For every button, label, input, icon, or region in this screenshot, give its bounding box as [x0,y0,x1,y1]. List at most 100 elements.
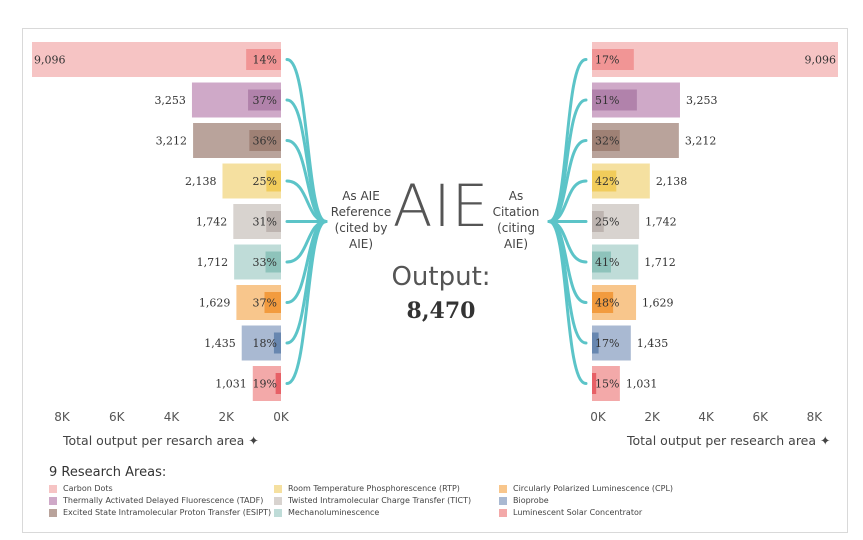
legend-title: 9 Research Areas: [49,465,167,480]
left-tick-label: 0K [273,410,290,424]
left-percent-bar [266,211,281,232]
right-value-label: 1,742 [645,216,677,229]
right-percent-label: 32% [595,135,619,148]
left-percent-bar [248,89,281,111]
left-value-label: 2,138 [185,175,217,188]
right-value-label: 9,096 [805,54,837,67]
citation-label-line: AIE) [503,237,528,251]
legend-label: Excited State Intramolecular Proton Tran… [63,508,272,517]
left-percent-label: 14% [253,54,277,67]
right-value-label: 3,212 [685,135,717,148]
right-value-label: 1,712 [644,256,676,269]
legend-label: Luminescent Solar Concentrator [513,508,643,517]
left-value-label: 9,096 [34,54,66,67]
right-tick-label: 8K [807,410,824,424]
citation-label-line: As [508,189,524,203]
left-value-label: 1,629 [199,297,231,310]
left-tick-label: 4K [164,410,181,424]
left-percent-bar [249,130,281,151]
left-value-label: 3,253 [154,94,186,107]
legend-item: Bioprobe [499,496,759,505]
reference-label-line: Reference [330,205,392,219]
legend-swatch [49,508,57,517]
citation-label-line: (citing [497,221,535,235]
reference-label-line: (cited by [334,221,388,235]
legend-swatch [499,496,507,505]
right-percent-label: 51% [595,94,619,107]
left-percent-bar [264,292,281,313]
right-value-label: 1,031 [626,378,658,391]
right-percent-bar [592,49,634,70]
legend-item: Mechanoluminescence [274,508,499,517]
chart-frame [22,28,848,533]
output-label: Output: [391,262,491,292]
right-percent-bar [592,251,611,273]
right-percent-bar [592,89,637,111]
right-percent-label: 42% [595,175,619,188]
left-percent-label: 36% [253,135,277,148]
left-bar [32,42,281,77]
legend-label: Thermally Activated Delayed Fluorescence… [63,496,264,505]
right-bar [592,366,620,401]
right-percent-label: 25% [595,216,619,229]
left-percent-bar [246,49,281,70]
legend: 9 Research Areas: Carbon Dots Room Temper… [49,465,839,517]
legend-item: Twisted Intramolecular Charge Transfer (… [274,496,499,505]
legend-swatch [274,484,282,493]
legend-label: Room Temperature Phosphorescence (RTP) [288,484,460,493]
legend-label: Bioprobe [513,496,549,505]
right-axis-label: Total output per research area ✦ [626,433,830,448]
legend-label: Mechanoluminescence [288,508,380,517]
legend-grid: Carbon Dots Room Temperature Phosphoresce… [49,484,839,517]
left-percent-label: 18% [253,337,277,350]
reference-label: As AIE Reference (cited by AIE) [326,188,396,252]
right-percent-bar [592,170,617,192]
legend-item: Carbon Dots [49,484,274,493]
left-percent-label: 19% [253,378,277,391]
right-tick-label: 6K [753,410,770,424]
left-value-label: 1,712 [197,256,229,269]
left-value-label: 1,031 [215,378,247,391]
left-value-label: 3,212 [156,135,188,148]
right-value-label: 3,253 [686,94,718,107]
right-tick-label: 2K [644,410,661,424]
right-percent-bar [592,373,597,394]
legend-swatch [274,508,282,517]
legend-item: Circularly Polarized Luminescence (CPL) [499,484,759,493]
right-percent-label: 48% [595,297,619,310]
reference-label-line: AIE) [348,237,373,251]
right-percent-bar [592,211,604,232]
left-tick-label: 8K [54,410,71,424]
right-percent-bar [592,130,620,151]
right-percent-bar [592,332,599,354]
left-percent-label: 33% [253,256,277,269]
legend-swatch [49,496,57,505]
right-tick-label: 4K [698,410,715,424]
right-percent-bar [592,292,614,313]
right-value-label: 2,138 [656,175,688,188]
legend-swatch [274,496,282,505]
legend-item: Room Temperature Phosphorescence (RTP) [274,484,499,493]
left-percent-label: 31% [253,216,277,229]
right-value-label: 1,435 [637,337,669,350]
right-percent-label: 41% [595,256,619,269]
page-title: AIE [392,172,490,240]
left-value-label: 1,435 [204,337,236,350]
legend-swatch [499,484,507,493]
legend-label: Twisted Intramolecular Charge Transfer (… [288,496,472,505]
legend-swatch [49,484,57,493]
left-percent-label: 37% [253,94,277,107]
left-percent-label: 25% [253,175,277,188]
left-connector [285,220,328,385]
right-value-label: 1,629 [642,297,674,310]
right-percent-label: 15% [595,378,619,391]
left-connector [285,98,328,223]
legend-item: Excited State Intramolecular Proton Tran… [49,508,274,517]
citation-label: As Citation (citing AIE) [481,188,551,252]
right-connector [547,220,588,385]
reference-label-line: As AIE [342,189,380,203]
left-value-label: 1,742 [196,216,228,229]
left-percent-bar [265,251,281,273]
left-axis-label: Total output per resarch area ✦ [62,433,259,448]
